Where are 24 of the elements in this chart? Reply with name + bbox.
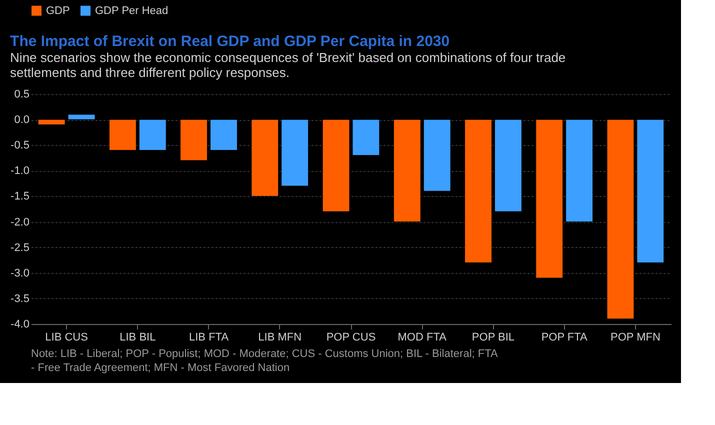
- y-tick-label: -3.5: [10, 292, 30, 305]
- chart-title: The Impact of Brexit on Real GDP and GDP Per Capita in 2030: [10, 33, 450, 50]
- chart-subtitle: Nine scenarios show the economic consequences of 'Brexit' based on combinations of four trade settlements and three different policy responses.: [10, 50, 566, 80]
- x-tick-label: LIB CUS: [45, 332, 88, 344]
- x-tick-label: LIB MFN: [258, 332, 302, 344]
- y-tick-label: -3.0: [10, 267, 30, 280]
- y-tick-label: -1.5: [10, 190, 30, 203]
- y-tick-label: -2.0: [10, 216, 30, 228]
- y-tick-label: 0.5: [14, 88, 30, 100]
- x-tick-label: LIB BIL: [120, 332, 156, 344]
- x-tick-label: POP FTA: [541, 332, 588, 344]
- legend-label: GDP Per Head: [95, 4, 168, 17]
- x-tick-label: POP CUS: [326, 332, 376, 344]
- y-tick-label: -0.5: [10, 140, 30, 152]
- y-tick-label: -4.0: [10, 318, 30, 330]
- y-tick-label: -1.0: [10, 165, 30, 178]
- x-tick-label: LIB FTA: [189, 332, 230, 344]
- text: Note: LIB - Liberal; POP - Populist; MOD - Moderate; CUS - Customs Union; BIL - Bilateral; FTA - Free Trade Agreement; MFN - Most Favored Nation: [31, 348, 498, 374]
- y-tick-label: -2.5: [10, 242, 30, 254]
- x-tick-label: MOD FTA: [398, 332, 448, 344]
- x-tick-label: POP BIL: [472, 332, 515, 344]
- x-tick-label: POP MFN: [610, 332, 660, 344]
- legend-label: GDP: [46, 4, 70, 17]
- y-tick-label: 0.0: [14, 114, 30, 126]
